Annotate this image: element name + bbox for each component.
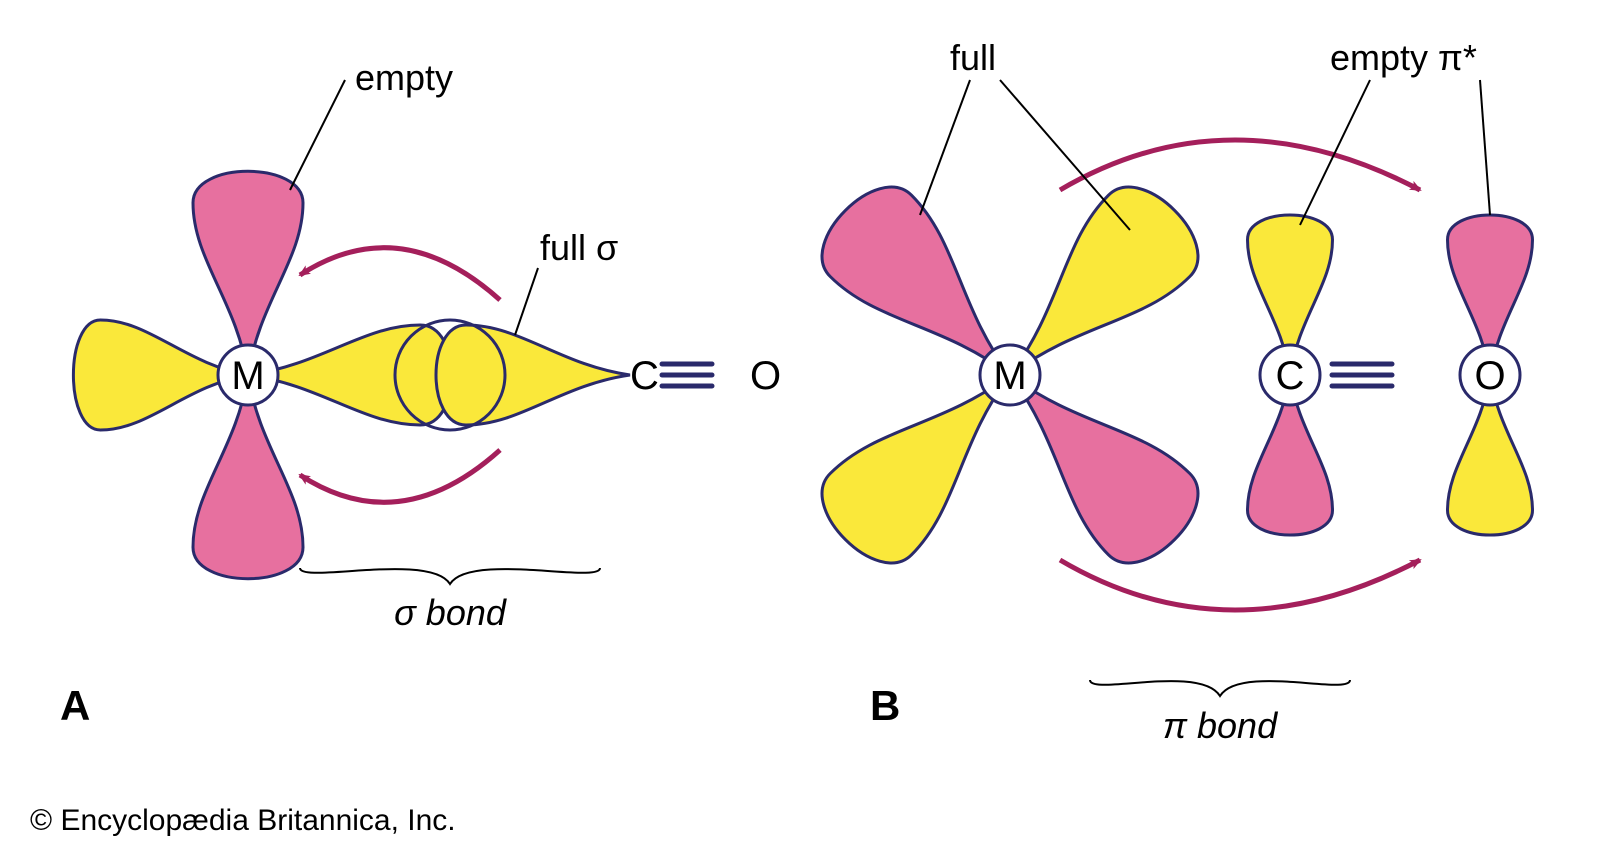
- A-label-empty: empty: [355, 57, 453, 98]
- B-C-label: C: [1276, 354, 1305, 398]
- A-leader-full: [515, 268, 538, 335]
- A-arrow-down: [300, 450, 500, 502]
- A-label-bond: σ bond: [394, 592, 507, 633]
- A-M-label: M: [231, 354, 264, 398]
- B-leader-emptypi-2: [1480, 80, 1490, 215]
- A-C-sigma-lobe: [436, 325, 630, 425]
- copyright: © Encyclopædia Britannica, Inc.: [30, 804, 456, 837]
- B-label-bond: π bond: [1163, 705, 1278, 746]
- B-leader-full-1: [920, 80, 970, 215]
- B-arrow-up: [1060, 140, 1420, 190]
- B-arrow-down: [1060, 560, 1420, 610]
- B-leader-emptypi-1: [1300, 80, 1370, 225]
- panel-B-letter: B: [870, 682, 900, 729]
- B-leader-full-2: [1000, 80, 1130, 230]
- B-O-label: O: [1474, 354, 1505, 398]
- B-M-label: M: [993, 354, 1026, 398]
- A-brace: [300, 568, 600, 584]
- B-label-full: full: [950, 37, 996, 78]
- A-label-full-sigma: full σ: [540, 227, 618, 268]
- A-O-label: O: [750, 354, 781, 398]
- A-leader-empty: [290, 80, 345, 190]
- A-arrow-up: [300, 248, 500, 300]
- A-C-label: C: [630, 354, 659, 398]
- B-label-emptypi: empty π*: [1330, 37, 1477, 78]
- panel-A-letter: A: [60, 682, 90, 729]
- B-brace: [1090, 680, 1350, 696]
